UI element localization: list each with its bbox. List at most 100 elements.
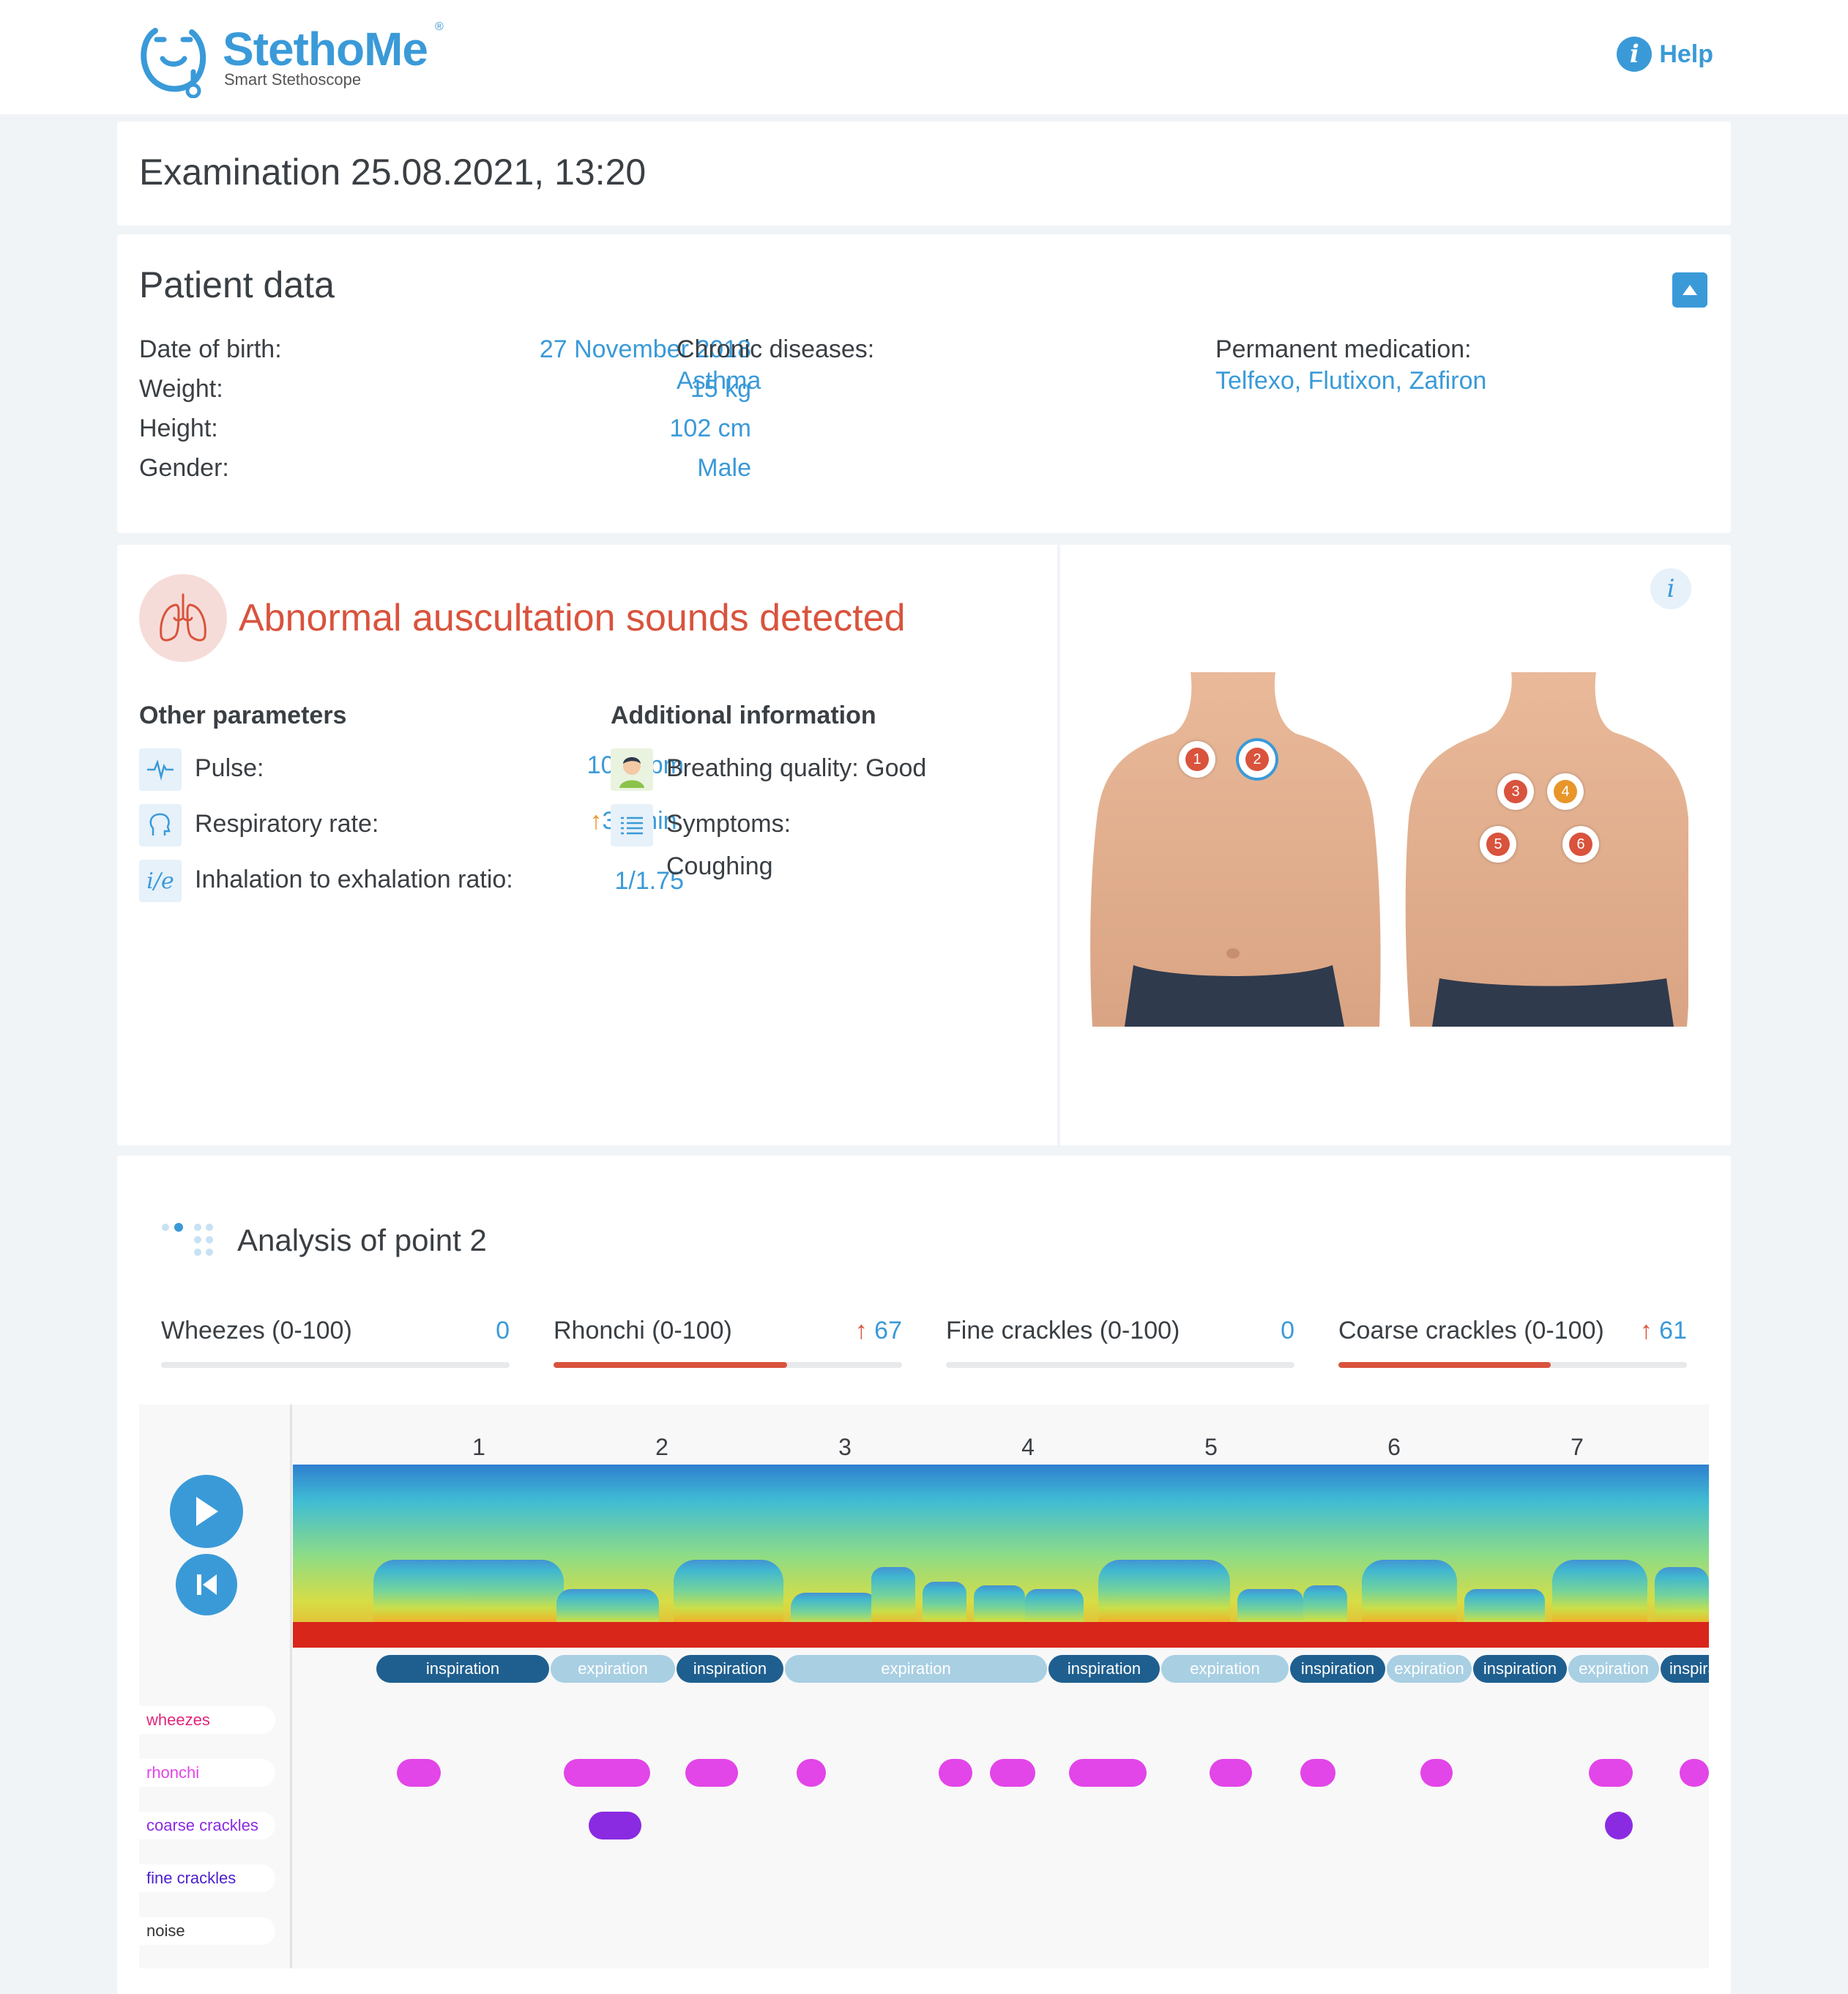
- info-button[interactable]: i: [1650, 568, 1691, 609]
- score-bar: [161, 1362, 510, 1368]
- spectrogram[interactable]: [293, 1465, 1709, 1648]
- rhonchi-event[interactable]: [1589, 1759, 1633, 1787]
- auscultation-point-3[interactable]: 3: [1497, 773, 1534, 810]
- rhonchi-event[interactable]: [397, 1759, 441, 1787]
- score-number: 67: [874, 1317, 902, 1344]
- child-body-illustration: [1090, 672, 1692, 1027]
- score-label: Fine crackles (0-100): [946, 1317, 1180, 1344]
- score-number: 61: [1659, 1317, 1687, 1344]
- rhonchi-event[interactable]: [1210, 1759, 1252, 1787]
- height-value: 102 cm: [669, 414, 752, 442]
- respiratory-rate-label: Respiratory rate:: [195, 810, 379, 838]
- fine-crackles-score: Fine crackles (0-100) 0: [946, 1317, 1294, 1368]
- top-bar: StethoMe ® Smart Stethoscope i Help: [0, 0, 1848, 114]
- coarse-crackles-event[interactable]: [1605, 1812, 1633, 1839]
- rhonchi-event[interactable]: [797, 1759, 826, 1787]
- permanent-medication-value: Telfexo, Flutixon, Zafiron: [1215, 367, 1487, 395]
- patient-data-card: Patient data Date of birth: 27 November …: [117, 234, 1731, 533]
- additional-information-title: Additional information: [611, 702, 876, 729]
- rhonchi-event[interactable]: [990, 1759, 1035, 1787]
- auscultation-result-card: Abnormal auscultation sounds detected i …: [117, 545, 1731, 1145]
- coarse-crackles-score: Coarse crackles (0-100) ↑ 61: [1338, 1317, 1687, 1368]
- chronic-diseases: Chronic diseases: Asthma: [677, 335, 874, 395]
- rhonchi-score: Rhonchi (0-100) ↑ 67: [554, 1317, 902, 1368]
- stethoscope-logo-icon: [141, 28, 206, 98]
- phase-expiration: expiration: [1568, 1655, 1659, 1683]
- arrow-up-icon: ↑: [1639, 1317, 1653, 1344]
- symptoms-label: Symptoms:: [666, 810, 791, 838]
- rhonchi-event[interactable]: [1300, 1759, 1335, 1787]
- rewind-button[interactable]: [176, 1554, 237, 1615]
- help-link[interactable]: i Help: [1617, 37, 1713, 72]
- wheezes-score: Wheezes (0-100) 0: [161, 1317, 510, 1368]
- date-of-birth-label: Date of birth:: [139, 335, 282, 363]
- rhonchi-event[interactable]: [564, 1759, 650, 1787]
- rhonchi-event[interactable]: [1680, 1759, 1709, 1787]
- patient-row: Weight: 15 kg: [139, 375, 751, 409]
- divider: [1057, 545, 1060, 1145]
- timeline-tick: 6: [1387, 1434, 1401, 1460]
- ratio-row: i/e Inhalation to exhalation ratio: 1/1.…: [139, 860, 684, 904]
- breathing-quality-row: Breathing quality: Good: [611, 748, 1021, 792]
- auscultation-point-2[interactable]: 2: [1239, 741, 1275, 778]
- timeline-tick: 4: [1021, 1434, 1035, 1460]
- play-icon: [196, 1497, 218, 1526]
- points-grid-icon: [162, 1223, 213, 1256]
- score-value: ↑ 67: [855, 1317, 902, 1345]
- auscultation-point-5[interactable]: 5: [1480, 826, 1516, 863]
- track-label-fine-crackles[interactable]: fine crackles: [139, 1864, 275, 1892]
- info-icon: i: [1617, 37, 1653, 72]
- phase-inspiration: inspiration: [677, 1655, 783, 1683]
- other-parameters-title: Other parameters: [139, 702, 347, 729]
- point-number: 3: [1504, 780, 1527, 803]
- patient-row: Height: 102 cm: [139, 414, 751, 448]
- play-button[interactable]: [170, 1475, 243, 1548]
- auscultation-point-4[interactable]: 4: [1547, 773, 1584, 810]
- analysis-title: Analysis of point 2: [237, 1223, 487, 1257]
- track-label-noise[interactable]: noise: [139, 1917, 275, 1945]
- chronic-diseases-label: Chronic diseases:: [677, 335, 875, 363]
- examination-card: Examination 25.08.2021, 13:20: [117, 122, 1731, 226]
- score-value: ↑ 61: [1640, 1317, 1687, 1345]
- phase-expiration: expiration: [1161, 1655, 1289, 1683]
- pulse-icon: [139, 748, 182, 791]
- point-number: 4: [1554, 780, 1577, 803]
- phase-inspiration: inspiration: [1661, 1655, 1709, 1683]
- auscultation-point-6[interactable]: 6: [1562, 826, 1599, 863]
- score-fill: [554, 1362, 787, 1368]
- auscultation-point-1[interactable]: 1: [1179, 741, 1215, 778]
- breathing-quality: Breathing quality: Good: [666, 754, 927, 782]
- collapse-button[interactable]: [1672, 272, 1707, 308]
- coarse-crackles-event[interactable]: [589, 1812, 641, 1839]
- rhonchi-event[interactable]: [685, 1759, 738, 1787]
- lungs-icon: [139, 574, 227, 662]
- logo-tagline: Smart Stethoscope: [224, 70, 362, 89]
- patient-data-title: Patient data: [139, 264, 335, 305]
- weight-label: Weight:: [139, 375, 223, 403]
- track-label-wheezes[interactable]: wheezes: [139, 1706, 275, 1734]
- phase-inspiration: inspiration: [1473, 1655, 1567, 1683]
- phase-inspiration: inspiration: [1290, 1655, 1385, 1683]
- pulse-row: Pulse: 102 bpm: [139, 748, 684, 792]
- ratio-value: 1/1.75: [614, 867, 684, 895]
- score-label: Rhonchi (0-100): [554, 1317, 732, 1344]
- timeline-tick: 7: [1571, 1434, 1584, 1460]
- point-number: 5: [1486, 833, 1510, 856]
- help-label: Help: [1659, 40, 1713, 68]
- body-diagram: 1 2 3 4 5 6: [1088, 672, 1692, 1027]
- logo-wordmark: StethoMe: [223, 23, 428, 75]
- rhonchi-event[interactable]: [939, 1759, 972, 1787]
- track-label-rhonchi[interactable]: rhonchi: [139, 1759, 275, 1787]
- chronic-diseases-value: Asthma: [677, 367, 761, 395]
- spectrogram-base: [293, 1622, 1709, 1648]
- score-label: Coarse crackles (0-100): [1338, 1317, 1604, 1344]
- rhonchi-event[interactable]: [1069, 1759, 1147, 1787]
- timeline-tick: 3: [838, 1434, 852, 1460]
- symptoms-row: Symptoms:: [611, 804, 1021, 848]
- date-of-birth-value: 27 November 2018: [539, 335, 751, 363]
- pulse-label: Pulse:: [195, 754, 264, 782]
- recording-player: 1 2 3 4 5 6 7: [139, 1405, 1709, 1968]
- rhonchi-event[interactable]: [1420, 1759, 1453, 1787]
- phase-expiration: expiration: [551, 1655, 675, 1683]
- track-label-coarse-crackles[interactable]: coarse crackles: [139, 1812, 275, 1839]
